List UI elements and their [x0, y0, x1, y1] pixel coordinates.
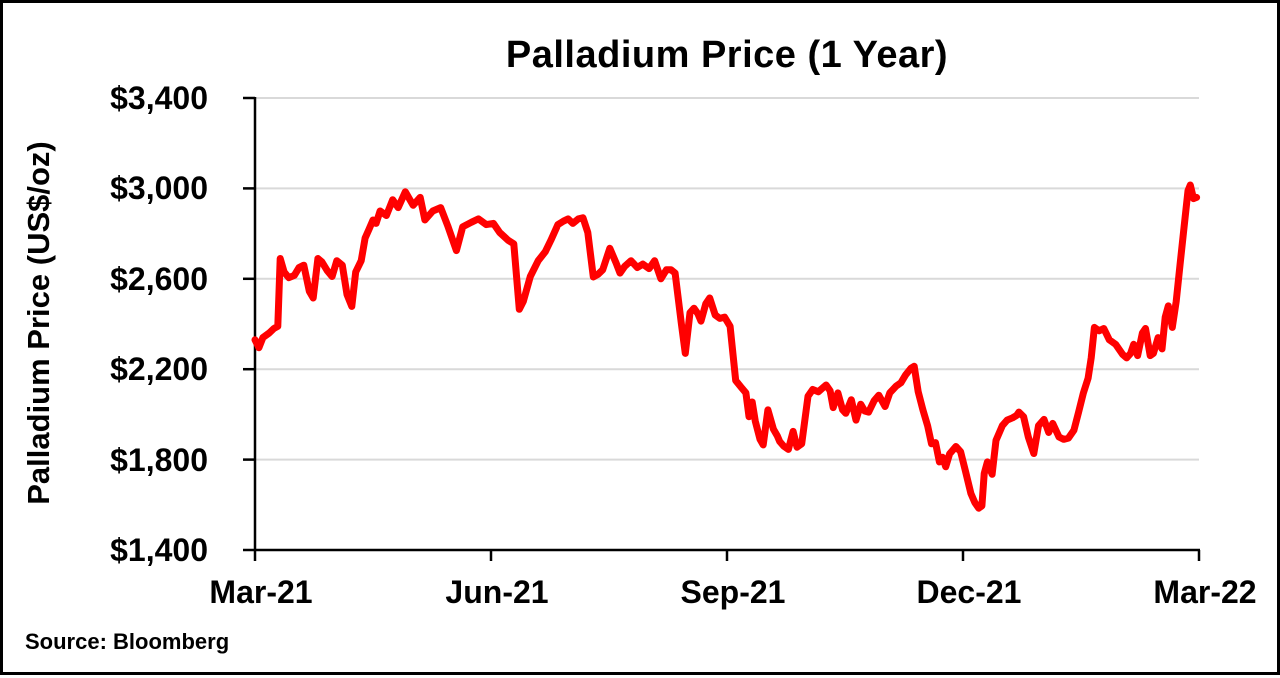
y-tick-label: $3,400 — [110, 80, 208, 116]
y-tick-label: $1,400 — [110, 532, 208, 568]
x-tick-label: Mar-22 — [1153, 574, 1257, 610]
price-line — [251, 181, 1201, 512]
y-tick-label: $3,000 — [110, 170, 208, 207]
x-tick-label: Dec-21 — [916, 574, 1022, 610]
y-tick-label: $2,200 — [110, 351, 208, 388]
x-tick-label: Sep-21 — [680, 574, 786, 610]
y-tick-label: $1,800 — [110, 441, 208, 478]
x-tick-label: Jun-21 — [445, 574, 549, 610]
chart-title: Palladium Price (1 Year) — [505, 34, 949, 76]
y-tick-label: $2,600 — [110, 260, 208, 297]
x-tick-label: Mar-21 — [209, 574, 313, 610]
source-label: Source: Bloomberg — [25, 629, 230, 654]
price-line-chart — [243, 96, 1201, 561]
